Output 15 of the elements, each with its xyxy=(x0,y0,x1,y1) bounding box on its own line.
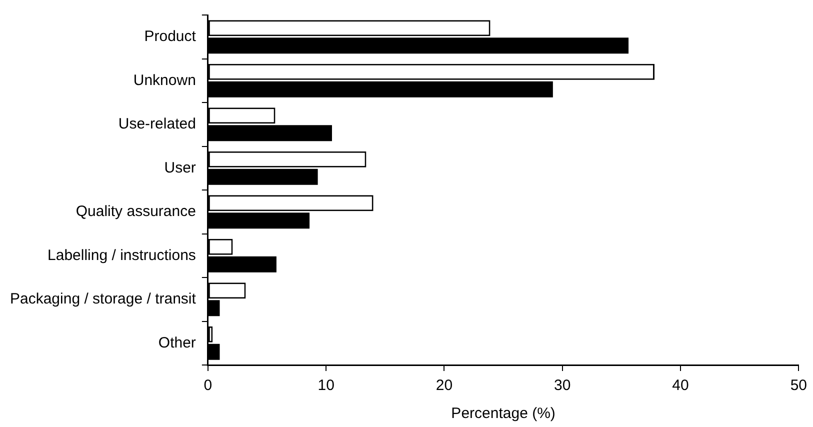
x-tick-label: 50 xyxy=(790,377,807,394)
x-tick-label: 10 xyxy=(318,377,334,394)
y-tick-label: Other xyxy=(158,334,196,352)
y-tick-label: Unknown xyxy=(133,72,196,89)
y-tick-label: Product xyxy=(144,28,197,46)
x-axis-title: Percentage (%) xyxy=(451,405,556,422)
x-tick-label: 30 xyxy=(554,377,571,394)
x-tick-label: 40 xyxy=(672,377,689,394)
y-tick-label: Use-related xyxy=(118,116,196,133)
y-tick-label: Labelling / instructions xyxy=(48,246,196,264)
y-tick-label: Quality assurance xyxy=(76,203,196,220)
x-tick-label: 20 xyxy=(436,377,453,394)
x-tick-label: 0 xyxy=(204,377,212,394)
y-tick-label: User xyxy=(164,159,196,176)
y-tick-label: Packaging / storage / transit xyxy=(10,290,197,308)
